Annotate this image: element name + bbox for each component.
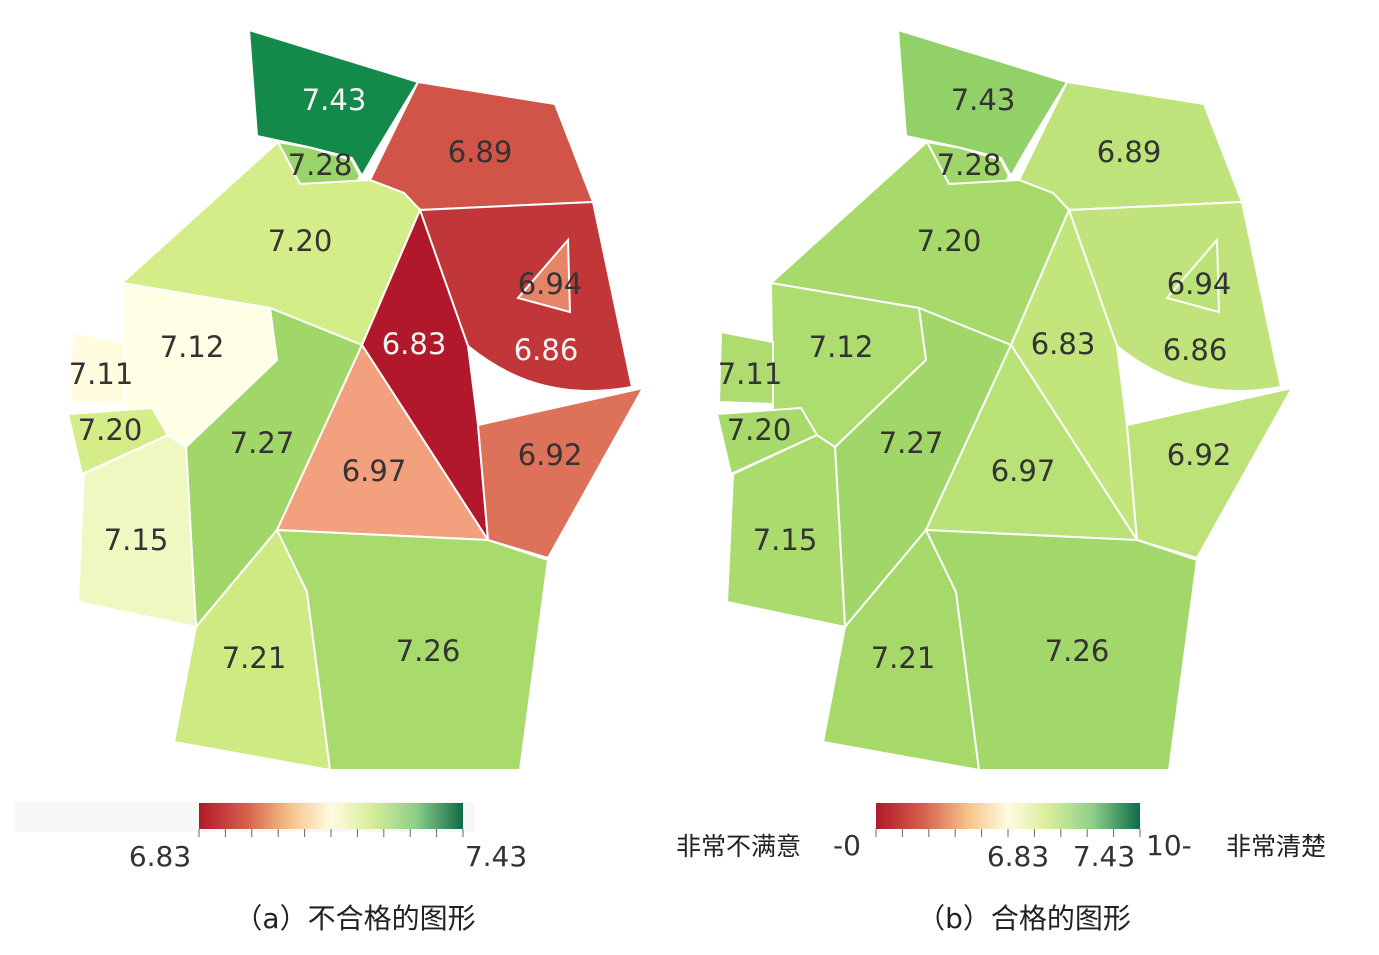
- region-a-r1: [247, 28, 420, 179]
- region-label-b-r2: 7.28: [937, 148, 1002, 182]
- region-a-r9: [68, 330, 125, 406]
- region-b-r13: [1125, 386, 1294, 560]
- region-layer-a: [66, 28, 645, 772]
- map-panel-b: 7.43 7.28 6.89 7.20 6.86 6.94 6.83 7.12 7.11 7.20…: [676, 28, 1326, 935]
- legend-b-zero-label: -0: [833, 829, 861, 862]
- region-layer-b: [715, 28, 1294, 772]
- region-b-r1: [896, 28, 1069, 179]
- region-label-a-r3: 6.89: [448, 135, 513, 169]
- caption-b: （b）合格的图形: [917, 902, 1131, 935]
- legend-b-ten-label: 10-: [1146, 829, 1192, 862]
- region-label-a-r11: 7.27: [230, 426, 295, 460]
- legend-a-max-label: 7.43: [465, 840, 527, 873]
- region-label-b-r14: 7.15: [753, 523, 818, 557]
- legend-b-left-text: 非常不满意: [676, 832, 801, 861]
- region-b-r6: [1165, 237, 1221, 314]
- region-label-a-r5: 6.86: [514, 333, 579, 367]
- label-layer-b: 7.43 7.28 6.89 7.20 6.86 6.94 6.83 7.12 7.11 7.20…: [718, 83, 1232, 675]
- region-label-a-r8: 7.12: [160, 330, 225, 364]
- region-label-a-r15: 7.21: [222, 641, 287, 675]
- region-label-b-r15: 7.21: [871, 641, 936, 675]
- region-a-r13: [476, 386, 645, 560]
- region-label-a-r13: 6.92: [518, 438, 583, 472]
- region-label-a-r16: 7.26: [396, 634, 461, 668]
- map-panel-a: 7.43 7.28 6.89 7.20 6.86 6.94 6.83 7.12 7.11 7.20…: [15, 28, 645, 935]
- legend-a-ticks: [198, 829, 464, 837]
- legend-b-ticks: [875, 829, 1141, 837]
- region-a-r6: [516, 237, 572, 314]
- region-label-b-r12: 6.97: [991, 454, 1056, 488]
- legend-a-min-label: 6.83: [129, 840, 191, 873]
- region-label-b-r9: 7.11: [718, 357, 783, 391]
- legend-b-mid-label-2: 7.43: [1073, 840, 1135, 873]
- label-layer-a: 7.43 7.28 6.89 7.20 6.86 6.94 6.83 7.12 7.11 7.20…: [69, 83, 583, 675]
- caption-a: （a）不合格的图形: [234, 902, 475, 935]
- region-b-r14: [725, 433, 847, 629]
- region-label-a-r14: 7.15: [104, 523, 169, 557]
- region-label-b-r10: 7.20: [727, 413, 792, 447]
- region-label-b-r7: 6.83: [1031, 327, 1096, 361]
- region-label-b-r8: 7.12: [809, 330, 874, 364]
- region-label-a-r4: 7.20: [268, 224, 333, 258]
- region-label-b-r16: 7.26: [1045, 634, 1110, 668]
- region-label-b-r1: 7.43: [951, 83, 1016, 117]
- region-a-r14: [76, 433, 198, 629]
- region-label-a-r1: 7.43: [302, 83, 367, 117]
- legend-b-mid-label-1: 6.83: [987, 840, 1049, 873]
- region-label-a-r10: 7.20: [78, 413, 143, 447]
- region-b-r9: [717, 330, 774, 406]
- region-b-r16: [924, 528, 1199, 771]
- region-label-a-r12: 6.97: [342, 454, 407, 488]
- region-label-a-r6: 6.94: [518, 267, 583, 301]
- region-label-b-r4: 7.20: [917, 224, 982, 258]
- legend-b-colorbar: [876, 803, 1140, 829]
- region-a-r16: [275, 528, 550, 771]
- region-label-b-r3: 6.89: [1097, 135, 1162, 169]
- legend-b: 非常不满意 -0 6.83 7.43 10- 非常清楚: [676, 803, 1326, 873]
- region-label-a-r9: 7.11: [69, 357, 134, 391]
- region-label-a-r2: 7.28: [288, 148, 353, 182]
- region-label-b-r5: 6.86: [1163, 333, 1228, 367]
- region-label-b-r11: 7.27: [879, 426, 944, 460]
- legend-a-colorbar: [199, 803, 463, 829]
- legend-a: 6.83 7.43: [15, 802, 527, 873]
- region-label-b-r6: 6.94: [1167, 267, 1232, 301]
- legend-b-right-text: 非常清楚: [1226, 832, 1326, 861]
- region-label-a-r7: 6.83: [382, 327, 447, 361]
- region-label-b-r13: 6.92: [1167, 438, 1232, 472]
